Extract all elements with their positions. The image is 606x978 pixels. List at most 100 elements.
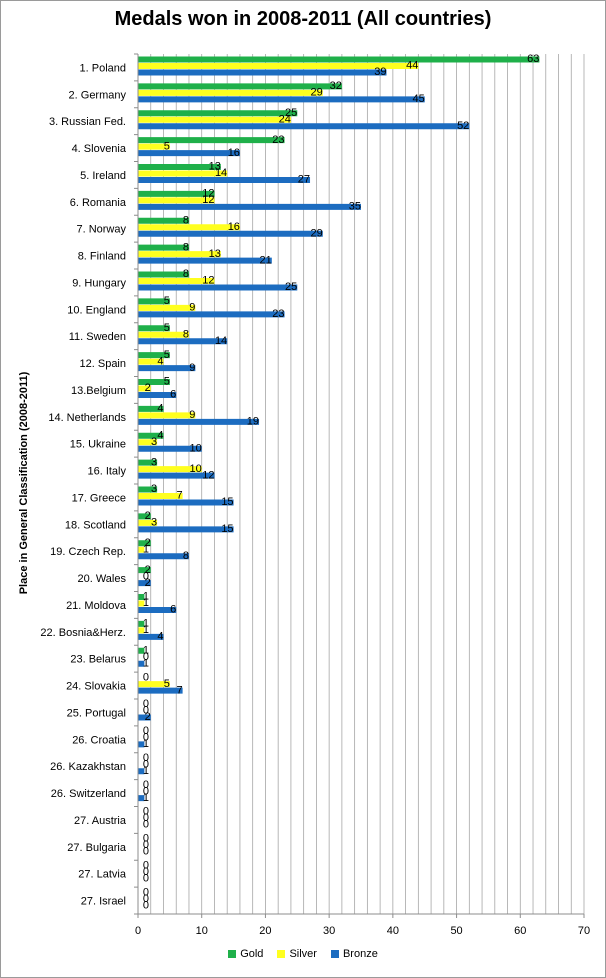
bar-silver <box>138 546 145 553</box>
bar-silver <box>138 143 170 150</box>
bar-gold <box>138 190 215 197</box>
bar-gold <box>138 298 170 305</box>
data-label: 8 <box>183 241 189 253</box>
data-label: 2 <box>145 537 151 549</box>
legend-label-gold: Gold <box>240 948 264 960</box>
bar-bronze <box>138 795 145 802</box>
data-label: 0 <box>143 570 149 582</box>
data-label: 7 <box>176 490 182 502</box>
bar-bronze <box>138 257 272 264</box>
data-label: 3 <box>151 456 157 468</box>
data-label: 10 <box>189 463 201 475</box>
bar-gold <box>138 540 151 547</box>
data-label: 25 <box>285 281 297 293</box>
data-label: 24 <box>279 113 291 125</box>
bar-gold <box>138 217 189 224</box>
data-label: 6 <box>170 389 176 401</box>
category-label: 14. Netherlands <box>48 412 126 424</box>
bar-bronze <box>138 365 196 372</box>
data-label: 29 <box>311 227 323 239</box>
bar-silver <box>138 116 291 123</box>
data-label: 1 <box>143 624 149 636</box>
data-label: 8 <box>183 550 189 562</box>
bar-silver <box>138 385 151 392</box>
data-label: 12 <box>202 469 214 481</box>
category-label: 5. Ireland <box>80 170 126 182</box>
category-label: 11. Sweden <box>69 331 126 343</box>
data-label: 5 <box>164 140 170 152</box>
category-label: 26. Kazakhstan <box>50 761 126 773</box>
bar-bronze <box>138 392 177 398</box>
data-label: 1 <box>143 765 149 777</box>
data-label: 5 <box>164 376 170 388</box>
bar-gold <box>138 352 170 359</box>
bar-silver <box>138 304 196 311</box>
bar-gold <box>138 83 342 90</box>
bar-bronze <box>138 714 151 721</box>
category-label: 19. Czech Rep. <box>50 546 126 558</box>
data-label: 0 <box>143 812 149 824</box>
data-label: 16 <box>228 147 240 159</box>
data-label: 14 <box>215 167 227 179</box>
bar-gold <box>138 271 189 278</box>
data-label: 32 <box>330 80 342 92</box>
category-label: 12. Spain <box>80 358 126 370</box>
category-label: 27. Bulgaria <box>67 842 127 854</box>
data-label: 1 <box>143 644 149 656</box>
data-label: 0 <box>143 651 149 663</box>
data-label: 2 <box>145 510 151 522</box>
bar-silver <box>138 627 145 634</box>
bar-gold <box>138 459 158 466</box>
bar-bronze <box>138 230 323 237</box>
data-label: 0 <box>143 819 149 831</box>
bar-gold <box>138 379 170 385</box>
bar-bronze <box>138 445 202 452</box>
bar-silver <box>138 358 164 365</box>
legend-item-gold: Gold <box>228 948 263 960</box>
data-label: 3 <box>151 436 157 448</box>
legend-swatch-gold <box>228 950 237 958</box>
category-label: 27. Latvia <box>78 869 127 881</box>
data-label: 52 <box>457 120 469 132</box>
data-label: 1 <box>143 657 149 669</box>
data-label: 0 <box>143 833 149 845</box>
bar-bronze <box>138 69 387 76</box>
data-label: 15 <box>221 496 233 508</box>
category-label: 18. Scotland <box>65 519 126 531</box>
bar-bronze <box>138 741 145 748</box>
bar-silver <box>138 331 189 338</box>
category-label: 10. England <box>67 304 126 316</box>
legend-label-bronze: Bronze <box>342 948 378 960</box>
data-label: 4 <box>157 403 163 415</box>
bar-gold <box>138 110 298 117</box>
x-tick-label: 50 <box>450 925 462 937</box>
x-tick-label: 10 <box>196 925 208 937</box>
category-label: 17. Greece <box>72 492 126 504</box>
bar-gold <box>138 513 151 520</box>
category-label: 1. Poland <box>80 62 126 74</box>
data-label: 27 <box>298 174 310 186</box>
bar-silver <box>138 278 215 284</box>
bar-bronze <box>138 311 285 318</box>
bar-gold <box>138 244 189 251</box>
bar-bronze <box>138 284 298 291</box>
data-label: 0 <box>143 839 149 851</box>
data-label: 9 <box>189 302 195 314</box>
data-label: 0 <box>143 732 149 744</box>
bar-gold <box>138 647 145 654</box>
data-label: 29 <box>311 87 323 99</box>
data-label: 5 <box>164 678 170 690</box>
data-label: 1 <box>143 792 149 804</box>
data-label: 3 <box>151 483 157 495</box>
x-tick-label: 60 <box>514 925 526 937</box>
bar-bronze <box>138 526 234 533</box>
bar-bronze <box>138 150 240 157</box>
category-label: 13.Belgium <box>71 385 126 397</box>
data-label: 1 <box>143 591 149 603</box>
legend-item-bronze: Bronze <box>330 948 378 960</box>
data-label: 7 <box>176 684 182 696</box>
bar-silver <box>138 412 196 419</box>
data-label: 8 <box>183 268 189 280</box>
